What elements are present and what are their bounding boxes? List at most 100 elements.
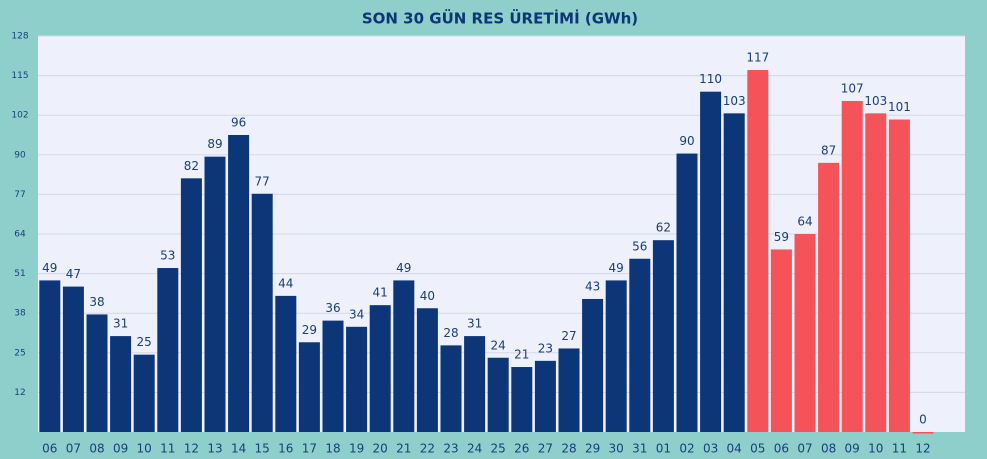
bar [62,286,84,432]
bar [794,234,816,432]
bar [818,162,840,432]
x-tick-label: 29 [585,442,600,456]
x-tick-label: 23 [443,442,458,456]
bar [322,320,344,432]
value-label: 90 [679,134,694,148]
value-label: 82 [184,159,199,173]
value-label: 117 [746,51,769,65]
x-tick-label: 27 [538,442,553,456]
bar [228,135,250,432]
bar [605,280,627,432]
bar [133,354,155,432]
value-label: 25 [137,335,152,349]
x-tick-label: 24 [467,442,482,456]
x-tick-label: 03 [703,442,718,456]
x-tick-label: 15 [255,442,270,456]
x-tick-label: 31 [632,442,647,456]
bar [275,295,297,432]
value-label: 56 [632,239,647,253]
x-tick-label: 10 [137,442,152,456]
value-label: 0 [919,413,927,427]
x-tick-label: 21 [396,442,411,456]
bar [558,348,580,432]
x-tick-label: 28 [561,442,576,456]
x-tick-label: 12 [184,442,199,456]
x-tick-label: 19 [349,442,364,456]
value-label: 47 [66,267,81,281]
value-label: 49 [609,261,624,275]
bar [180,178,202,432]
x-tick-label: 20 [373,442,388,456]
y-tick-label: 25 [14,348,25,358]
value-label: 29 [302,323,317,337]
bar [298,342,320,432]
x-tick-label: 05 [750,442,765,456]
x-tick-label: 14 [231,442,246,456]
value-label: 107 [841,81,864,95]
bar [888,119,910,432]
x-tick-label: 18 [325,442,340,456]
bar [676,153,698,432]
value-label: 103 [864,94,887,108]
x-tick-label: 08 [821,442,836,456]
x-tick-label: 08 [89,442,104,456]
x-tick-label: 16 [278,442,293,456]
y-tick-label: 77 [14,190,25,200]
value-label: 96 [231,116,246,130]
bar [110,336,132,432]
value-label: 23 [538,341,553,355]
y-tick-label: 51 [14,269,25,279]
value-label: 103 [723,94,746,108]
x-tick-label: 07 [66,442,81,456]
value-label: 28 [443,326,458,340]
value-label: 49 [396,261,411,275]
bar [393,280,415,432]
bar [86,314,108,432]
bar [487,357,509,432]
x-tick-label: 25 [491,442,506,456]
x-tick-label: 26 [514,442,529,456]
x-tick-label: 06 [774,442,789,456]
bar [652,240,674,432]
x-tick-label: 06 [42,442,57,456]
value-label: 34 [349,307,364,321]
value-label: 27 [561,329,576,343]
value-label: 38 [89,295,104,309]
value-label: 31 [113,317,128,331]
bar [464,336,486,432]
value-label: 40 [420,289,435,303]
bar [534,360,556,432]
y-tick-label: 128 [11,32,28,42]
x-tick-label: 22 [420,442,435,456]
bar [841,100,863,432]
value-label: 59 [774,230,789,244]
bar [770,249,792,432]
bar [629,258,651,432]
value-label: 62 [656,221,671,235]
x-tick-label: 11 [892,442,907,456]
x-tick-label: 11 [160,442,175,456]
bar [346,326,368,432]
value-label: 31 [467,317,482,331]
y-tick-label: 64 [14,230,26,240]
value-label: 64 [797,215,812,229]
bar [747,70,769,432]
chart-title: SON 30 GÜN RES ÜRETİMİ (GWh) [362,9,638,28]
x-tick-label: 01 [656,442,671,456]
bar [511,367,533,432]
x-tick-label: 02 [679,442,694,456]
value-label: 36 [325,301,340,315]
value-label: 101 [888,100,911,114]
bar [369,305,391,432]
y-tick-label: 12 [14,388,25,398]
bar [440,345,462,432]
bar [204,156,226,432]
bar [416,308,438,432]
bar [582,298,604,432]
value-label: 43 [585,279,600,293]
bar [251,193,273,432]
value-label: 49 [42,261,57,275]
y-tick-label: 115 [11,71,28,81]
bar [39,280,61,432]
